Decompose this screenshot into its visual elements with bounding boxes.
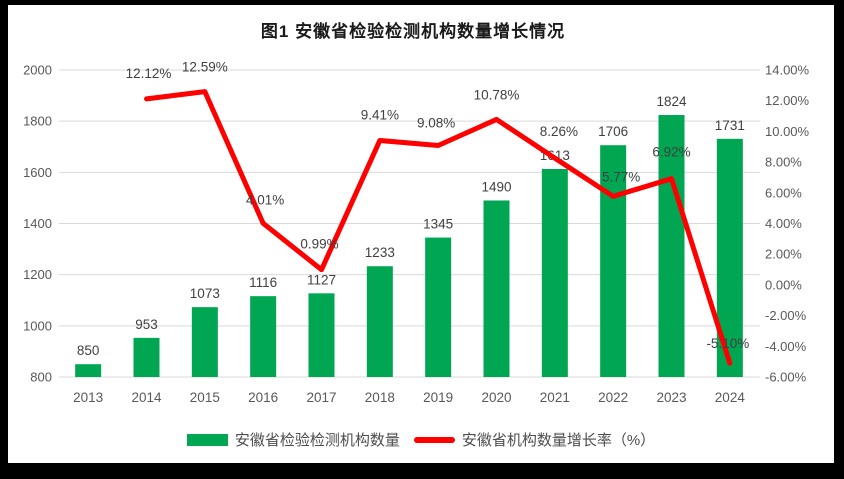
bar	[483, 200, 510, 377]
bar-value-label: 850	[77, 343, 100, 358]
left-axis-tick-label: 1400	[23, 216, 52, 231]
bar	[600, 145, 627, 377]
growth-rate-label: 12.12%	[126, 66, 172, 81]
right-axis-tick-label: 14.00%	[765, 63, 810, 78]
bar	[191, 307, 218, 377]
bar	[308, 293, 335, 377]
bar-value-label: 1116	[249, 275, 277, 290]
right-axis-tick-label: 10.00%	[765, 124, 810, 139]
bar	[366, 266, 393, 377]
x-axis-label: 2022	[598, 390, 628, 405]
right-axis-tick-label: -6.00%	[765, 370, 807, 385]
bar-value-label: 1233	[365, 245, 395, 260]
growth-rate-label: 10.78%	[474, 87, 520, 102]
x-axis-label: 2016	[248, 390, 278, 405]
x-axis-label: 2018	[365, 390, 395, 405]
left-axis-tick-label: 1600	[23, 165, 52, 180]
line-series-swatch	[413, 436, 455, 443]
right-axis-tick-label: 8.00%	[765, 155, 802, 170]
legend-label-line-series: 安徽省机构数量增长率（%）	[461, 432, 656, 449]
left-axis-tick-label: 1000	[23, 318, 52, 333]
bar	[541, 169, 568, 377]
bar-value-label: 1073	[190, 286, 220, 301]
right-axis-tick-label: 0.00%	[765, 277, 802, 292]
bar-value-label: 1345	[423, 217, 453, 232]
chart-canvas: 图1 安徽省检验检测机构数量增长情况 2000 1800 1600 1400 1200 1…	[8, 5, 834, 463]
bar-value-label: 1490	[481, 179, 511, 194]
bar-series-swatch	[186, 433, 228, 446]
combo-chart: 2000 1800 1600 1400 1200 1000 800 14.00% 12.00% 1…	[23, 60, 810, 405]
right-axis-tick-label: 4.00%	[765, 216, 802, 231]
x-axis-label: 2019	[423, 390, 453, 405]
x-axis-label: 2014	[131, 390, 162, 405]
x-axis-label: 2021	[540, 390, 570, 405]
x-axis-label: 2017	[306, 390, 336, 405]
left-axis-tick-label: 800	[30, 370, 52, 385]
right-axis-tick-label: -2.00%	[765, 308, 807, 323]
legend-item-bar-series: 安徽省检验检测机构数量	[186, 429, 400, 450]
bar	[250, 296, 277, 377]
growth-rate-label: 8.26%	[540, 124, 578, 139]
growth-rate-label: 6.92%	[652, 145, 690, 160]
bar	[425, 237, 452, 377]
right-axis-tick-label: 2.00%	[765, 247, 802, 262]
bar-value-label: 1706	[598, 124, 628, 139]
growth-rate-label: 0.99%	[300, 237, 338, 252]
right-axis-tick-label: -4.00%	[765, 339, 807, 354]
bar	[75, 364, 102, 377]
growth-rate-label: 9.41%	[361, 107, 399, 122]
bar	[658, 115, 685, 377]
growth-rate-label: 9.08%	[417, 116, 455, 131]
legend-item-line-series: 安徽省机构数量增长率（%）	[413, 429, 656, 450]
x-axis-label: 2015	[190, 390, 220, 405]
growth-rate-label: 5.77%	[602, 169, 640, 184]
bar-value-label: 1824	[656, 94, 687, 109]
growth-rate-line	[144, 89, 733, 366]
bar-value-label: 1127	[307, 272, 336, 287]
x-axis-label: 2013	[73, 390, 103, 405]
growth-rate-label: -5.10%	[706, 336, 749, 351]
x-axis-label: 2023	[656, 390, 686, 405]
bar	[133, 337, 160, 377]
left-axis-tick-label: 1200	[23, 267, 52, 282]
growth-rate-label: 4.01%	[246, 192, 284, 207]
x-axis-label: 2024	[715, 390, 746, 405]
right-axis-tick-label: 12.00%	[765, 93, 810, 108]
bar-value-label: 953	[135, 317, 158, 332]
right-axis-tick-label: 6.00%	[765, 185, 802, 200]
left-axis-tick-label: 1800	[23, 114, 52, 129]
left-axis-tick-label: 2000	[23, 63, 52, 78]
growth-rate-label: 12.59%	[182, 60, 228, 75]
chart-title: 图1 安徽省检验检测机构数量增长情况	[260, 22, 566, 41]
x-axis-label: 2020	[481, 390, 511, 405]
bar-value-label: 1731	[715, 118, 745, 133]
legend-label-bar-series: 安徽省检验检测机构数量	[234, 432, 400, 449]
legend: 安徽省检验检测机构数量 安徽省机构数量增长率（%）	[8, 429, 834, 450]
